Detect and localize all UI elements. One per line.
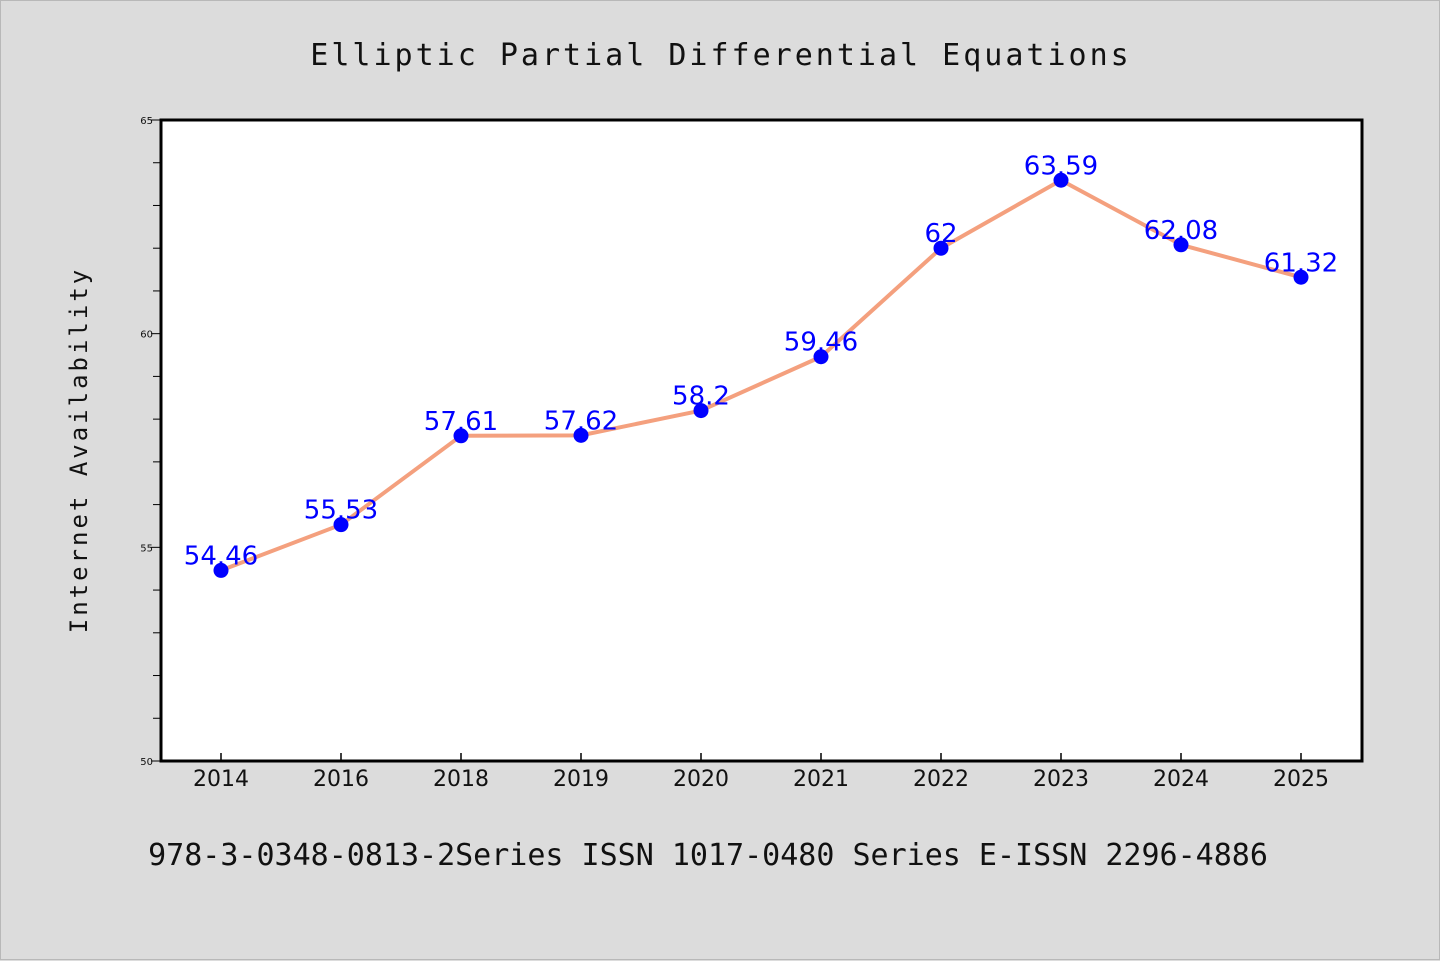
x-tick-label: 2021 [793, 767, 849, 792]
series-line-group [220, 178, 1302, 573]
chart-title: Elliptic Partial Differential Equations [310, 38, 1131, 73]
y-axis: 50 55 60 65 [140, 116, 161, 768]
x-tick-label: 2022 [913, 767, 969, 792]
data-point [1173, 237, 1189, 253]
data-point [693, 403, 709, 419]
data-point [1293, 269, 1309, 285]
y-tick-label: 50 [140, 757, 153, 768]
x-tick-label: 2025 [1273, 767, 1329, 792]
data-markers [213, 172, 1309, 578]
x-tick-label: 2023 [1033, 767, 1089, 792]
data-label: 62.08 [1144, 216, 1218, 246]
data-point [213, 562, 229, 578]
x-axis: 2014 2016 2018 2019 2020 2021 2022 2023 2024 2025 [193, 753, 1329, 792]
data-point [453, 428, 469, 444]
data-label: 57.62 [544, 406, 618, 436]
x-tick-label: 2018 [433, 767, 489, 792]
data-point [933, 240, 949, 256]
x-tick-label: 2020 [673, 767, 729, 792]
x-tick-label: 2024 [1153, 767, 1209, 792]
plot-area [159, 118, 1364, 763]
x-tick-label: 2014 [193, 767, 249, 792]
data-point [333, 517, 349, 533]
data-label: 58.2 [672, 382, 730, 412]
data-point [1053, 172, 1069, 188]
data-label: 63.59 [1024, 151, 1098, 181]
x-tick-label: 2019 [553, 767, 609, 792]
data-label: 54.46 [184, 541, 258, 571]
data-label: 57.61 [424, 407, 498, 437]
data-point [813, 349, 829, 365]
data-label: 55.53 [304, 496, 378, 526]
y-axis-label: Internet Availability [65, 267, 93, 633]
data-point [573, 427, 589, 443]
y-tick-label: 55 [140, 543, 153, 554]
data-labels: 54.46 55.53 57.61 57.62 58.2 59.46 62 63.59 62.0… [184, 151, 1338, 571]
data-label: 61.32 [1264, 248, 1338, 278]
data-label: 59.46 [784, 328, 858, 358]
series-line [220, 178, 1302, 573]
footer-isbn-text: 978-3-0348-0813-2Series ISSN 1017-0480 S… [148, 838, 1268, 873]
data-label: 62 [924, 219, 957, 249]
y-tick-label: 65 [140, 116, 153, 127]
x-tick-label: 2016 [313, 767, 369, 792]
y-tick-label: 60 [140, 330, 153, 341]
